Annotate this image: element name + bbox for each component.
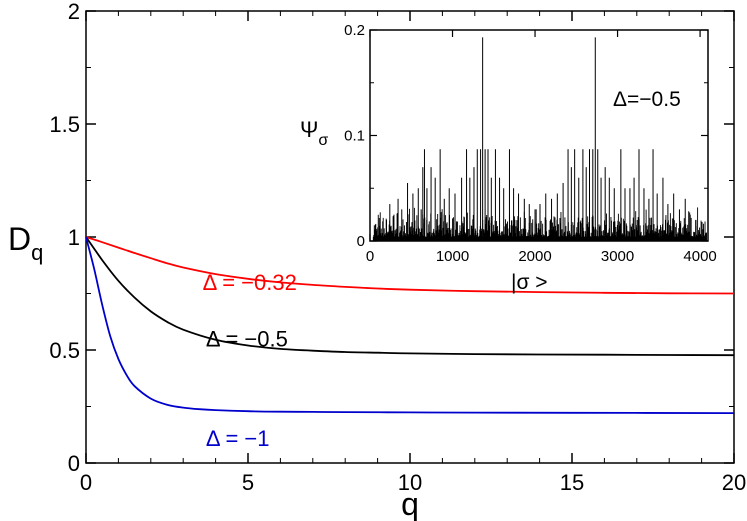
inset-x-tick-label: 1000 [436,248,469,265]
main-x-tick-label: 20 [722,470,746,495]
inset-x-axis-label: |σ > [511,271,548,294]
main-y-axis-label-sub: q [31,240,43,265]
inset-y-axis-label: Ψσ [300,117,328,149]
main-x-tick-label: 0 [80,470,92,495]
series-label: Δ = −1 [206,426,270,451]
main-y-tick-label: 0.5 [49,338,80,363]
inset-x-tick-label: 2000 [518,248,551,265]
series-line [85,236,735,295]
series-line [85,236,735,414]
inset-y-axis-label-sub: σ [318,132,328,149]
main-y-tick-label: 0 [68,451,80,476]
inset-title: Δ=−0.5 [613,88,681,111]
main-x-axis-label: q [401,486,419,521]
main-x-tick-label: 15 [560,470,584,495]
inset-x-tick-label: 3000 [601,248,634,265]
inset-y-tick-label: 0.1 [344,128,365,145]
main-y-tick-label: 1 [68,225,80,250]
main-y-tick-label: 2 [68,0,80,24]
main-y-axis-label-main: D [8,221,31,257]
main-y-tick-label: 1.5 [49,112,80,137]
inset-x-tick-label: 0 [366,248,374,265]
series-label: Δ = −0.32 [203,270,297,295]
inset-y-tick-label: 0.2 [344,22,365,39]
series-label: Δ = −0.5 [206,327,288,352]
main-y-axis-label: Dq [8,221,43,265]
series-line [85,236,735,357]
inset-y-tick-label: 0 [357,233,365,250]
inset-x-tick-label: 4000 [683,248,716,265]
inset-y-axis-label-main: Ψ [300,117,318,142]
main-axis-ticks: 0 5 10 15 20 0 0.5 1 1.5 2 [49,0,746,495]
main-x-tick-label: 5 [242,470,254,495]
main-series-group: Δ = −0.32 Δ = −0.5 Δ = −1 [85,236,735,451]
inset-plot-background [370,30,708,241]
inset-axis-ticks: 0 1000 2000 3000 4000 0 0.1 0.2 [344,22,717,265]
main-x-tick-label: 10 [398,470,422,495]
